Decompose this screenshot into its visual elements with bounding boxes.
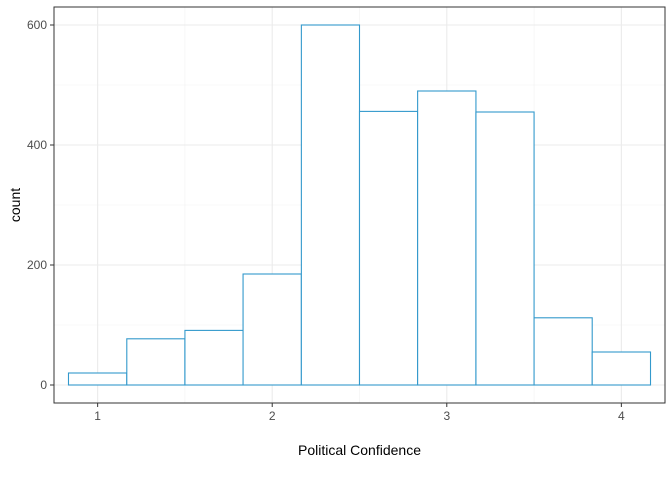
histogram-bar bbox=[475, 111, 535, 386]
x-axis-ticks: 1 2 3 4 bbox=[94, 403, 625, 423]
histogram-bar bbox=[242, 273, 302, 386]
y-axis-title: count bbox=[7, 188, 23, 222]
histogram-bar bbox=[533, 317, 593, 386]
plot-panel-border bbox=[53, 6, 666, 404]
x-tick-label: 1 bbox=[94, 409, 101, 423]
x-axis-title: Political Confidence bbox=[298, 442, 421, 458]
histogram-bar bbox=[184, 329, 244, 386]
histogram-bar bbox=[126, 338, 186, 386]
histogram-bar bbox=[417, 90, 477, 386]
x-tick-label: 3 bbox=[443, 409, 450, 423]
x-tick-label: 2 bbox=[269, 409, 276, 423]
y-tick-label: 200 bbox=[27, 258, 47, 272]
histogram-bar bbox=[591, 351, 652, 386]
x-tick-label: 4 bbox=[618, 409, 625, 423]
y-axis-ticks: 0 200 400 600 bbox=[27, 18, 54, 392]
histogram-bar bbox=[67, 372, 128, 386]
histogram-bar bbox=[300, 24, 361, 386]
histogram-bars bbox=[67, 24, 652, 386]
histogram-bar bbox=[358, 110, 419, 386]
y-tick-label: 600 bbox=[27, 18, 47, 32]
y-tick-label: 0 bbox=[40, 378, 47, 392]
y-tick-label: 400 bbox=[27, 138, 47, 152]
